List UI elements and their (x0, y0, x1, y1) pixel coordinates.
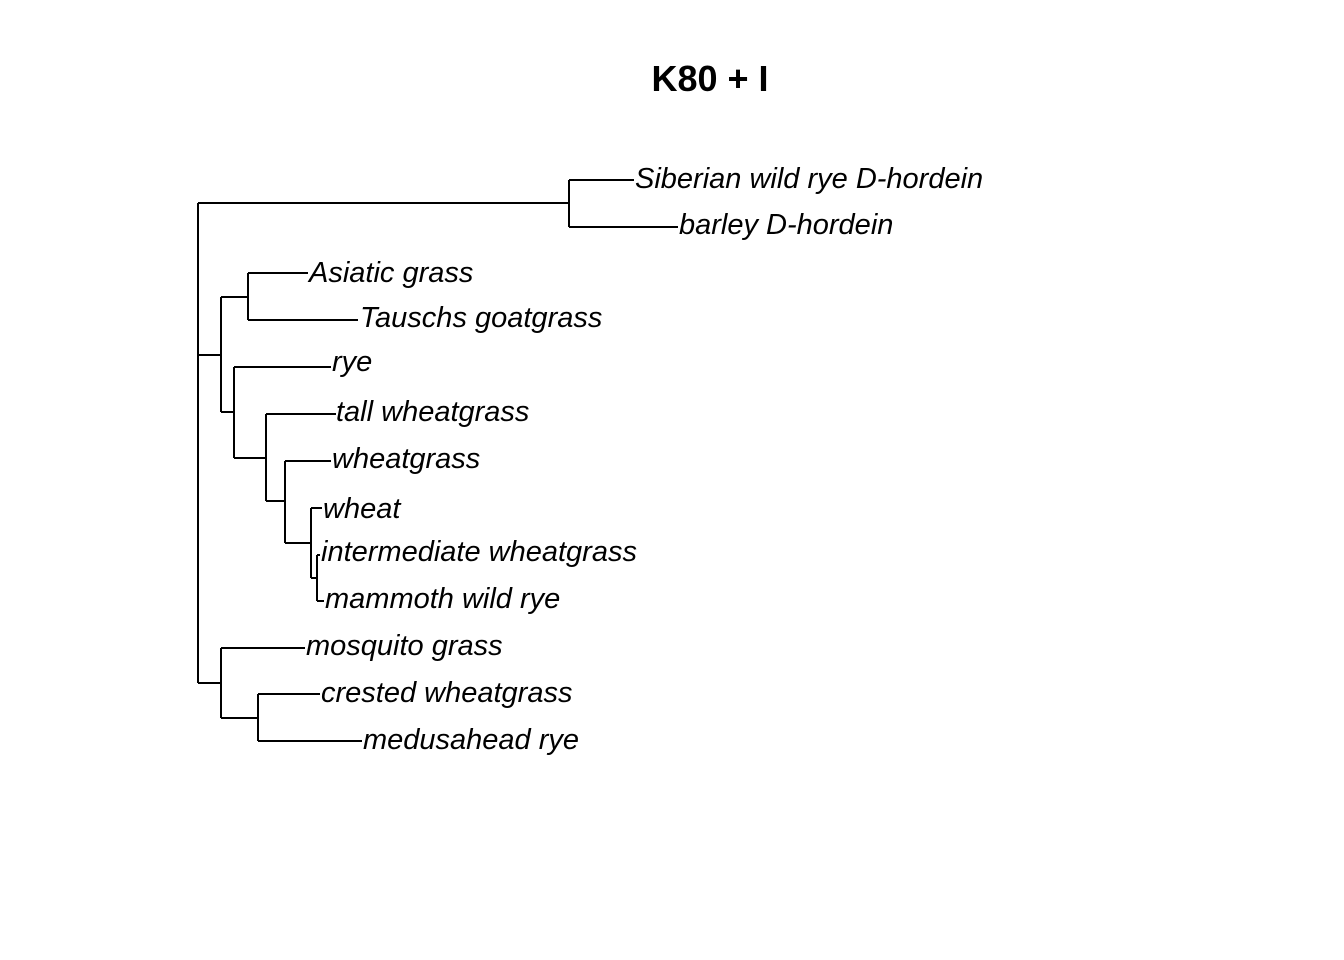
tip-label: wheat (323, 493, 402, 525)
tip-label: mammoth wild rye (325, 583, 560, 615)
tip-label: wheatgrass (332, 443, 480, 475)
tip-label: rye (332, 346, 372, 378)
tip-label: crested wheatgrass (321, 677, 572, 709)
tip-label: medusahead rye (363, 724, 579, 756)
tip-label: barley D-hordein (679, 209, 893, 241)
tip-label: Asiatic grass (307, 257, 473, 289)
plot-title: K80 + I (651, 58, 769, 99)
tip-label: Siberian wild rye D-hordein (635, 163, 983, 195)
tip-label: Tauschs goatgrass (360, 302, 602, 334)
tip-label: intermediate wheatgrass (321, 536, 637, 568)
tip-label: tall wheatgrass (336, 396, 529, 428)
tip-label: mosquito grass (306, 630, 503, 662)
